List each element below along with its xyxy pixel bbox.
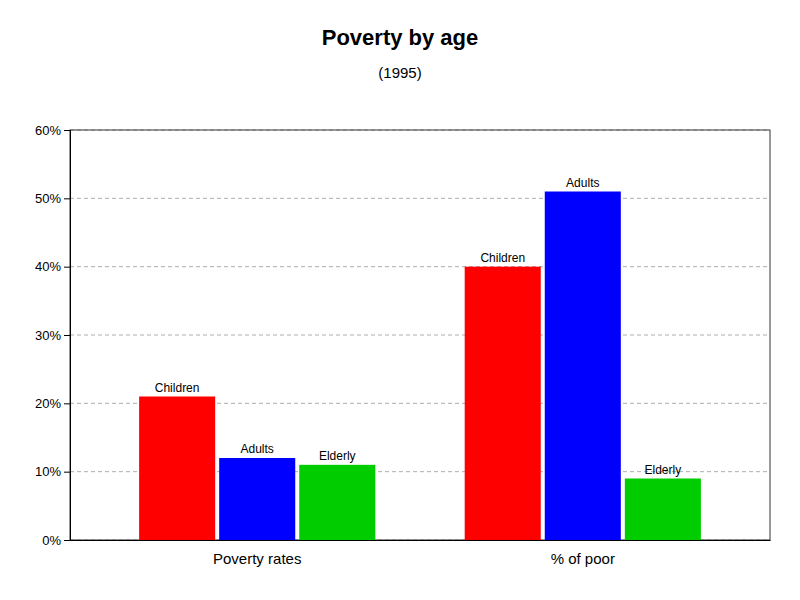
tick: % of poor: [551, 540, 615, 567]
tick-mark: [64, 130, 70, 131]
tick-label: 20%: [35, 396, 61, 411]
bar: [219, 458, 295, 540]
grid: [70, 130, 770, 540]
bar-label: Adults: [241, 442, 274, 456]
tick: 20%: [35, 396, 70, 411]
tick-mark: [64, 540, 70, 541]
y-axis: 0% 10% 20% 30% 40% 50% 60%: [35, 123, 71, 548]
bar-label: Children: [480, 251, 525, 265]
tick-label: 40%: [35, 259, 61, 274]
tick-label: 50%: [35, 191, 61, 206]
tick-mark: [64, 403, 70, 404]
tick: 30%: [35, 328, 70, 343]
bar-label: Children: [155, 381, 200, 395]
tick-label: Poverty rates: [213, 550, 301, 567]
bar: [139, 397, 215, 541]
bar: [625, 479, 701, 541]
bar-label: Elderly: [645, 463, 682, 477]
tick-mark: [64, 267, 70, 268]
tick: 50%: [35, 191, 70, 206]
bar-labels: Children Children Adults Adults Elderly Elder…: [155, 176, 681, 477]
grid-line: [70, 266, 770, 267]
tick-mark: [64, 198, 70, 199]
axis-line: [64, 131, 71, 541]
subtitle: (1995): [378, 64, 421, 81]
grid-line: [70, 335, 770, 336]
axis-line: [71, 540, 771, 541]
tick: 40%: [35, 259, 70, 274]
plot: Children Children Adults Adults Elderly Elder…: [35, 123, 771, 567]
tick: Poverty rates: [213, 540, 301, 567]
bars: [139, 192, 701, 541]
chart: Poverty by age (1995) Children Children Adul…: [0, 0, 800, 600]
tick-mark: [64, 472, 70, 473]
x-axis: Poverty rates % of poor: [71, 540, 771, 567]
bar-label: Elderly: [319, 449, 356, 463]
bar-label: Adults: [566, 176, 599, 190]
tick: 0%: [42, 533, 70, 548]
tick-label: 0%: [42, 533, 61, 548]
tick-label: % of poor: [551, 550, 615, 567]
bar: [465, 267, 541, 540]
tick: 10%: [35, 464, 70, 479]
bar: [545, 192, 621, 541]
tick-mark: [64, 335, 70, 336]
tick-label: 30%: [35, 328, 61, 343]
tick: 60%: [35, 123, 70, 138]
bar: [299, 465, 375, 540]
title: Poverty by age: [322, 25, 479, 50]
tick-label: 10%: [35, 464, 61, 479]
plot-frame: [70, 130, 770, 540]
grid-line: [70, 198, 770, 199]
tick-label: 60%: [35, 123, 61, 138]
